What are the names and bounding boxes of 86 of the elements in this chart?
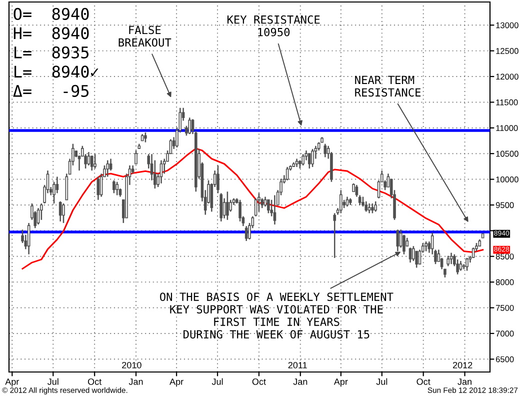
x-tick-label: Apr [334,378,348,387]
y-tick-label: 7000 [496,330,514,337]
candlestick [220,192,223,222]
annotation: 2011 [288,362,307,368]
candlestick [308,152,311,170]
y-tick-label: 10500 [496,150,518,157]
candlestick [258,192,260,212]
annotation: O= 8940 [14,8,89,20]
annotation: FALSE BREAKOUT [118,26,172,47]
annotation: Δ= -95 [13,84,88,97]
y-tick-label: 7500 [496,304,514,311]
y-tick-label: 6500 [496,356,514,362]
candlestick [450,252,453,265]
y-tick-label: 8000 [496,279,514,286]
candlestick [456,258,459,275]
candlestick [229,199,232,212]
candlestick [90,155,94,172]
candlestick [58,200,62,222]
x-tick-label: Jul [376,378,388,385]
annotation: H= 8940 [14,27,89,40]
x-tick-label: Oct [252,378,266,385]
candlestick [112,180,116,194]
candlestick [346,196,349,208]
candlestick [56,176,59,194]
candlestick [374,200,378,212]
x-tick-label: Oct [88,378,102,385]
candlestick [459,260,462,272]
candlestick [446,255,450,267]
candlestick [36,207,40,226]
line-series [22,148,484,270]
x-tick-label: Jul [212,378,223,385]
candlestick [371,202,374,214]
candlestick [440,257,444,270]
x-tick-label: Jan [458,378,472,385]
x-tick-label: Apr [5,378,20,387]
candlestick [267,199,270,214]
x-tick-label: Oct [416,378,430,385]
candlestick [412,245,415,262]
candlestick [216,164,220,194]
y-tick-label: 12000 [496,74,518,80]
x-tick-label: Apr [170,378,184,387]
y-tick-label: 12500 [496,48,518,54]
candlestick [226,191,229,221]
candlestick [472,247,475,259]
y-tick-label: 8500 [496,254,514,260]
candlestick [311,148,314,168]
candlestick [340,189,342,214]
annotation: L= 8940✓ [14,66,98,78]
candlestick [106,160,110,178]
candlestick [27,222,30,255]
candlestick [264,196,267,208]
annotation: 2012 [452,362,472,368]
candlestick [302,153,305,166]
candlestick [333,212,336,259]
candlestick [144,132,147,143]
candlestick [324,143,327,158]
candlestick [273,194,276,226]
x-tick-label: Jan [128,378,143,385]
y-tick-label: 9500 [496,202,514,208]
y-tick-label: 13000 [496,22,518,28]
candlestick [368,202,371,214]
candlestick [40,202,43,221]
annotation: L= 8935 [14,46,88,58]
candlestick [424,240,428,252]
x-tick-label: Jan [293,378,308,385]
candlestick [244,225,248,242]
candlestick [116,181,118,196]
candlestick [238,199,242,222]
candlestick [466,257,468,272]
candlestick [408,247,412,264]
candlestick [286,166,289,181]
annotation: KEY RESISTANCE 10950 [227,15,320,36]
candlestick [188,117,192,135]
candlestick [94,153,96,170]
candlestick [364,200,368,212]
annotation: 2010 [122,362,142,368]
x-tick-label: Jul [48,378,58,385]
candlestick [362,196,364,208]
candlestick [134,150,138,164]
annotation: NEAR TERM RESISTANCE [355,76,421,97]
y-tick-label: 11500 [496,99,518,106]
annotation: ON THE BASIS OF A WEEKLY SETTLEMENT KEY SUPPORT WAS VIOLATED FOR THE FIRST TIME IN YEARS DURING THE WEEK OF AUGUST 15 [160,292,394,339]
candlestick [62,202,65,224]
y-tick-label: 11000 [496,125,518,132]
y-tick-label: 10000 [496,176,518,182]
candlestick [87,151,90,166]
